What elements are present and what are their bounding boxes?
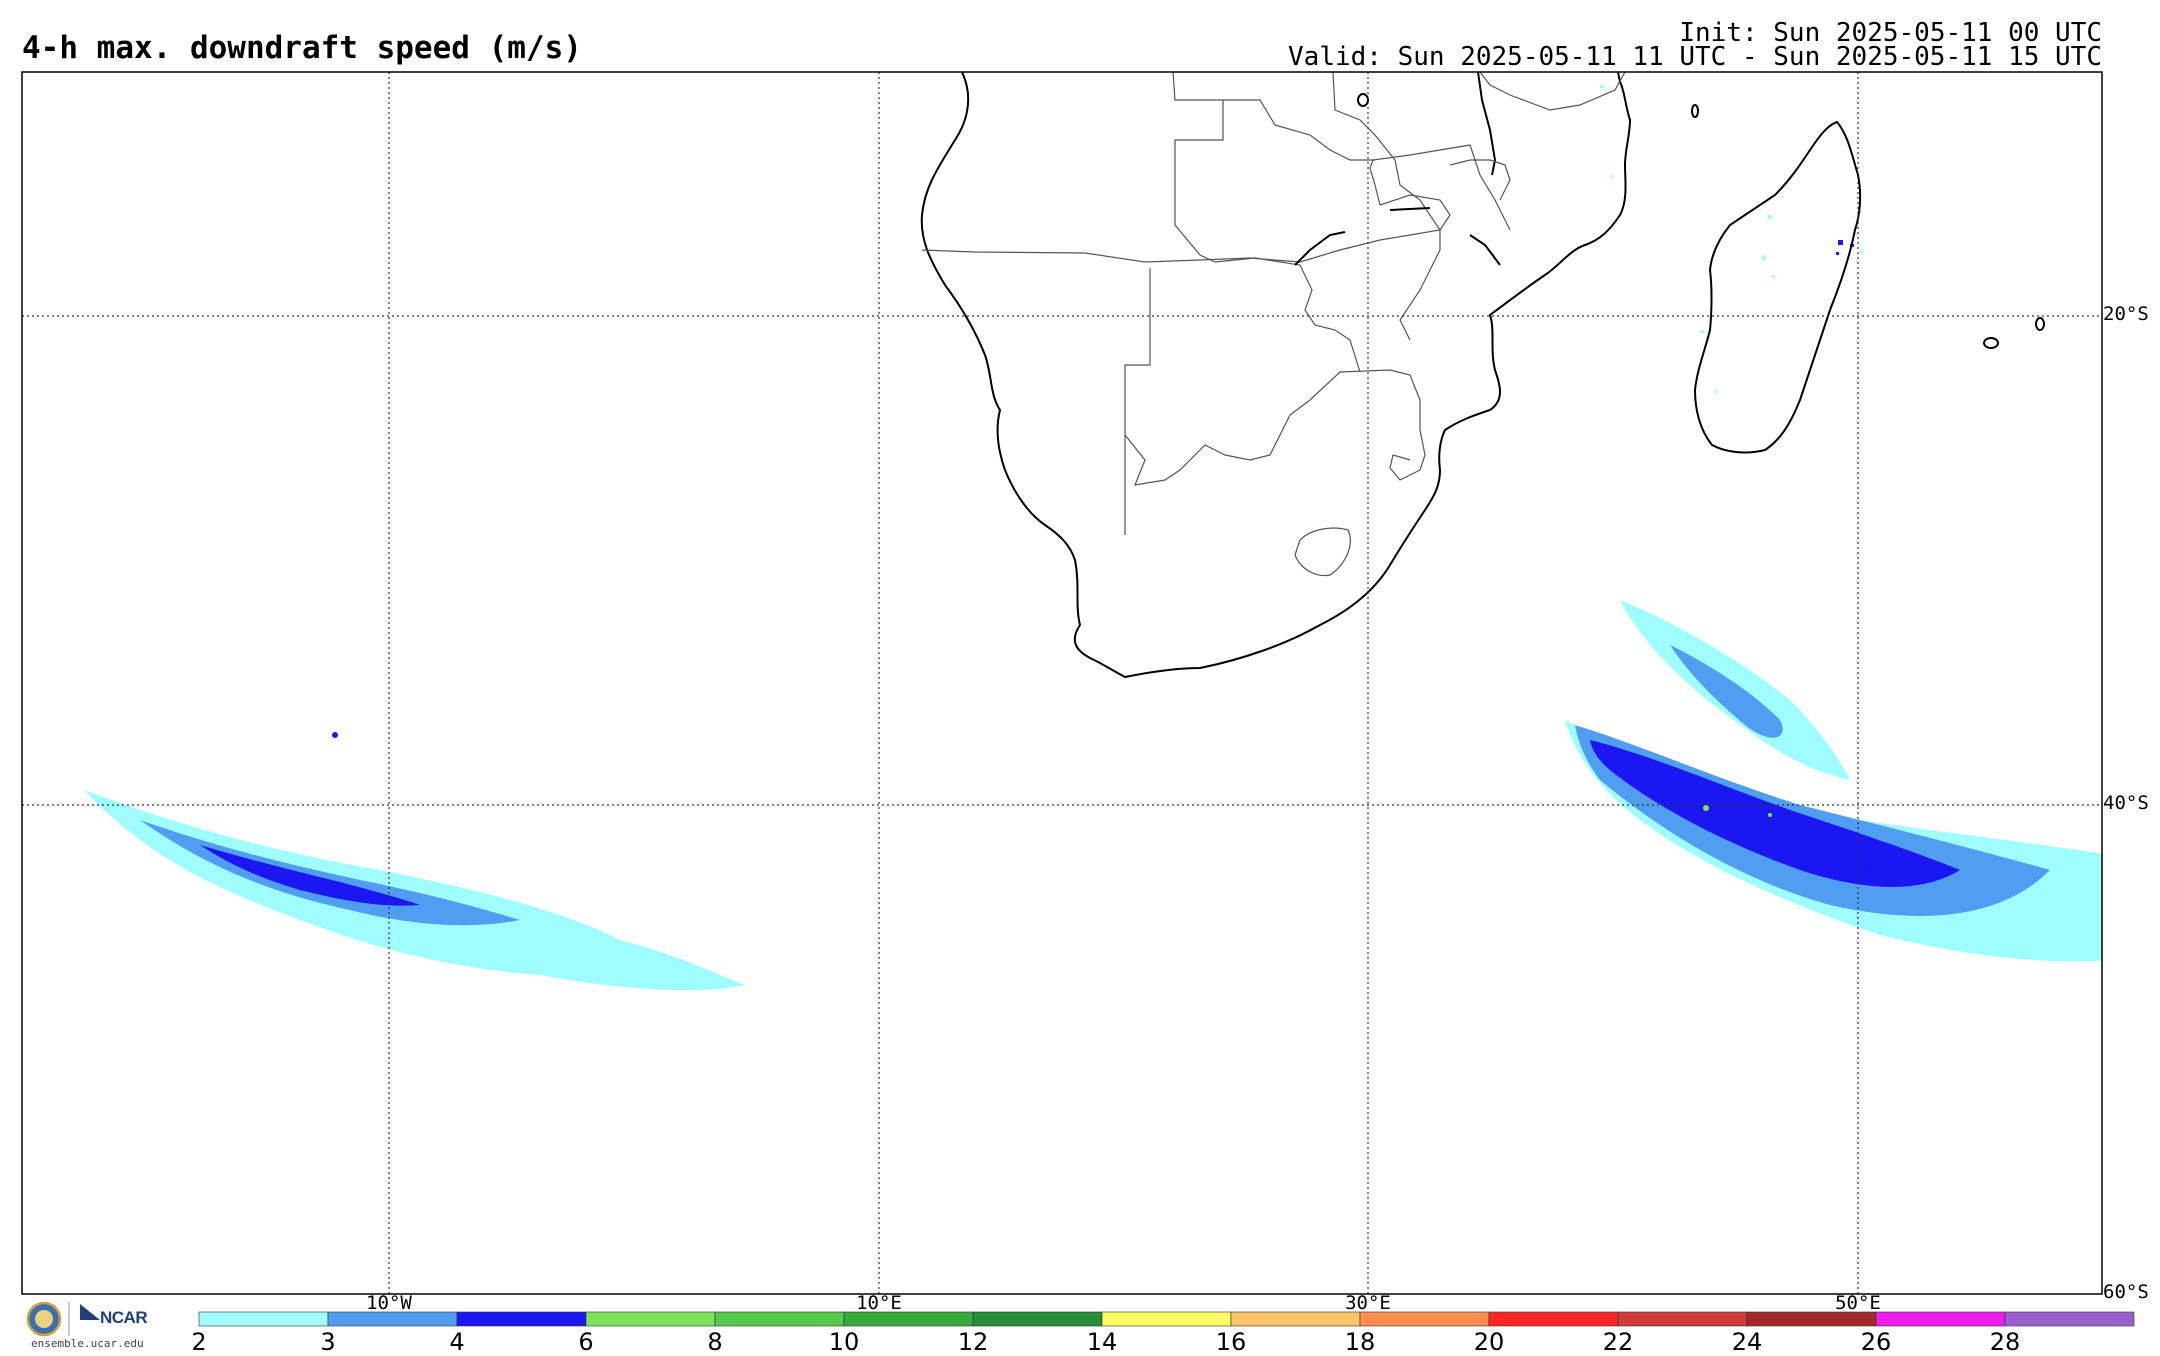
lon-label-10e: 10°E — [856, 1292, 902, 1314]
west-band-core — [200, 845, 420, 906]
colorbar-swatch — [1359, 1311, 1490, 1327]
colorbar-swatch — [1488, 1311, 1619, 1327]
lon-label-10w: 10°W — [366, 1292, 412, 1314]
colorbar-tick: 14 — [1086, 1328, 1118, 1356]
colorbar-tick: 18 — [1344, 1328, 1376, 1356]
graticule — [22, 72, 2102, 1294]
map-title: 4-h max. downdraft speed (m/s) — [22, 30, 582, 66]
colorbar-tick: 16 — [1215, 1328, 1247, 1356]
colorbar-tick: 4 — [449, 1328, 465, 1356]
ensemble-url: ensemble.ucar.edu — [31, 1337, 144, 1350]
east-band-core — [1590, 740, 1960, 887]
colorbar-tick: 2 — [191, 1328, 207, 1356]
country-borders — [921, 72, 1626, 577]
colorbar-tick: 12 — [957, 1328, 989, 1356]
coastlines — [920, 72, 2045, 679]
colorbar — [198, 1311, 2135, 1327]
colorbar-swatch — [1101, 1311, 1232, 1327]
init-time: Init: Sun 2025-05-11 00 UTC — [1679, 18, 2102, 48]
colorbar-tick: 10 — [828, 1328, 860, 1356]
colorbar-swatch — [585, 1311, 716, 1327]
colorbar-tick: 8 — [707, 1328, 723, 1356]
lat-label-20s: 20°S — [2103, 303, 2149, 325]
lat-label-60s: 60°S — [2103, 1281, 2149, 1303]
colorbar-swatch — [1230, 1311, 1361, 1327]
map-frame — [21, 71, 2103, 1295]
ncar-mark-icon — [80, 1304, 100, 1320]
colorbar-tick: 26 — [1860, 1328, 1892, 1356]
madagascar-coast — [1693, 120, 1862, 454]
colorbar-tick: 28 — [1989, 1328, 2021, 1356]
downdraft-shading — [84, 85, 2102, 991]
east-band-north-mid — [1670, 645, 1783, 738]
west-band-light — [84, 790, 745, 991]
colorbar-swatch — [714, 1311, 845, 1327]
valid-time: Valid: Sun 2025-05-11 11 UTC - Sun 2025-… — [1288, 42, 2102, 72]
colorbar-tick: 6 — [578, 1328, 594, 1356]
colorbar-swatch — [198, 1311, 329, 1327]
colorbar-tick: 20 — [1473, 1328, 1505, 1356]
lake-malawi — [1477, 72, 1497, 176]
africa-coast — [920, 72, 1632, 679]
colorbar-tick: 22 — [1602, 1328, 1634, 1356]
colorbar-swatch — [972, 1311, 1103, 1327]
nsf-ncar-logo — [26, 1301, 100, 1337]
colorbar-swatch — [1617, 1311, 1748, 1327]
colorbar-swatch — [1875, 1311, 2006, 1327]
ncar-wordmark: NCAR — [100, 1308, 148, 1327]
lon-label-50e: 50°E — [1835, 1292, 1881, 1314]
colorbar-swatch — [843, 1311, 974, 1327]
colorbar-tick: 24 — [1731, 1328, 1763, 1356]
colorbar-swatch — [1746, 1311, 1877, 1327]
colorbar-swatch — [327, 1311, 458, 1327]
colorbar-swatch — [456, 1311, 587, 1327]
west-band-mid — [140, 820, 520, 926]
colorbar-swatch — [2004, 1311, 2135, 1327]
colorbar-tick: 3 — [320, 1328, 336, 1356]
lon-label-30e: 30°E — [1345, 1292, 1391, 1314]
lat-label-40s: 40°S — [2103, 792, 2149, 814]
